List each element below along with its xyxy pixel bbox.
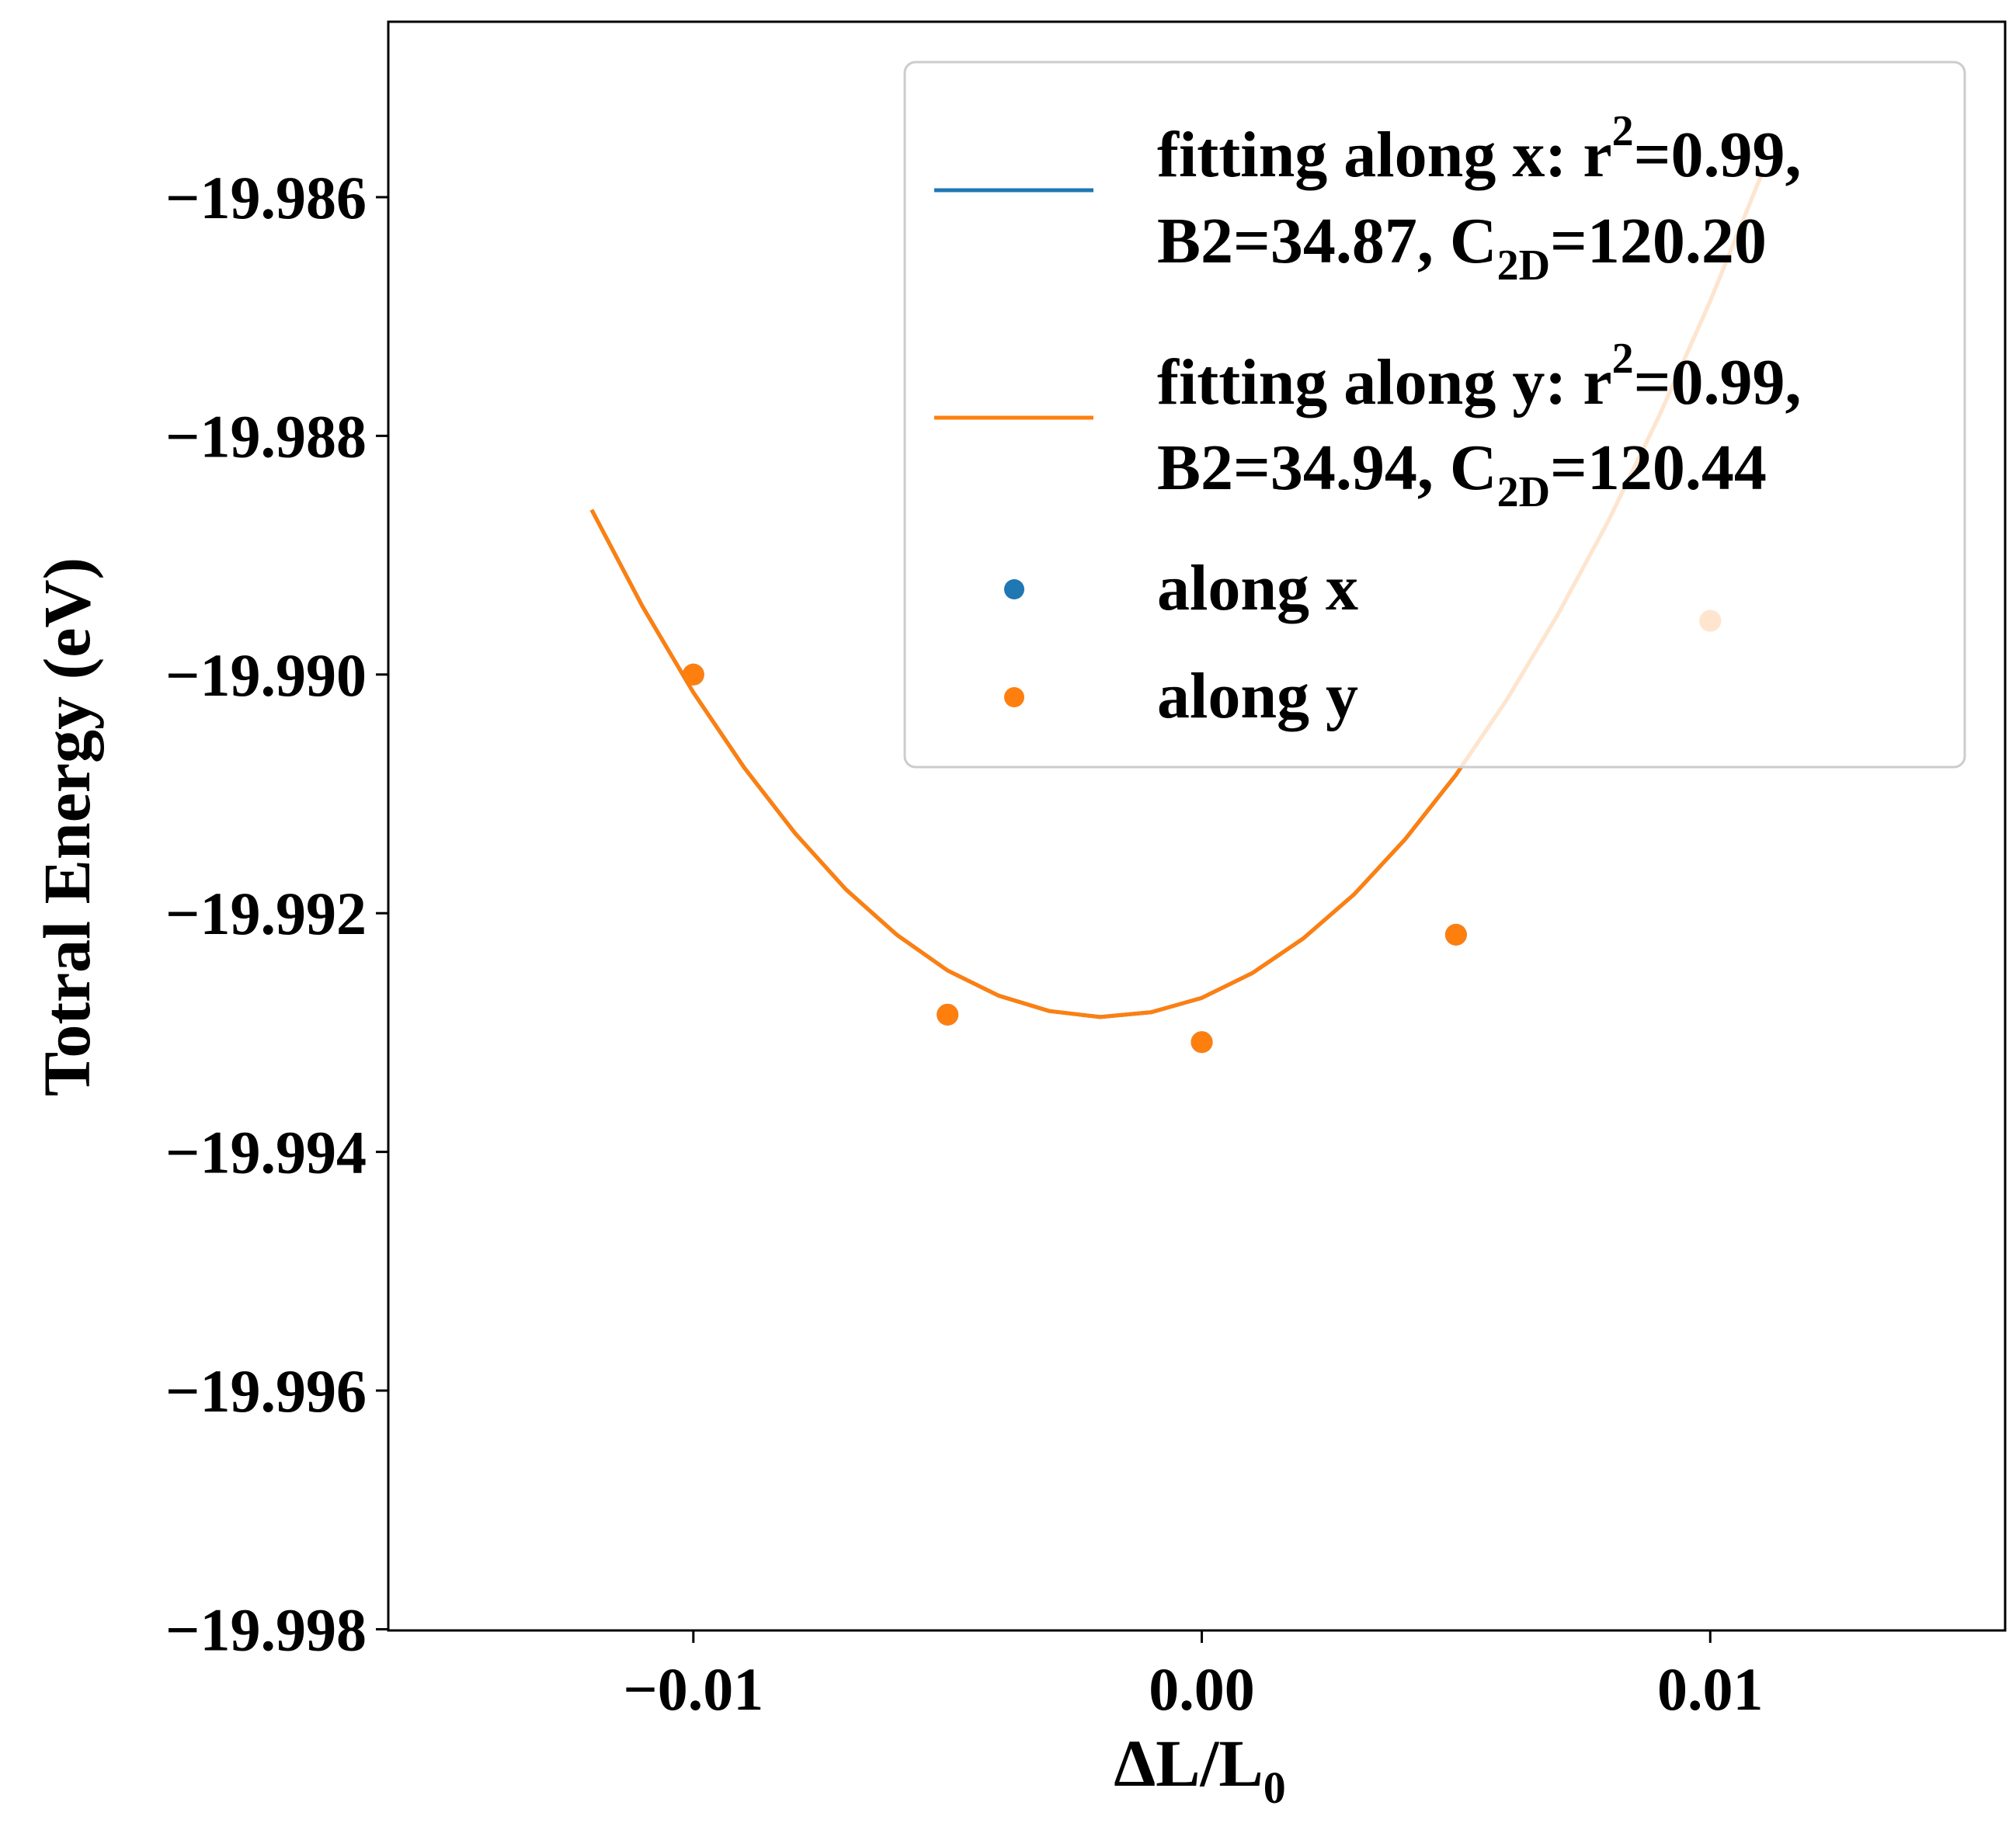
legend-box	[903, 61, 1966, 769]
legend-label-along-x: along x	[1157, 552, 1358, 624]
y-tick-label: −19.998	[165, 1596, 367, 1663]
legend-marker-along-y	[1004, 687, 1024, 707]
x-axis-title-subscript: 0	[1263, 1762, 1286, 1813]
plot-frame	[387, 20, 2007, 1632]
x-axis-title-main: ΔL/L	[1114, 1726, 1263, 1800]
legend-label-along-y: along y	[1157, 660, 1358, 732]
y-axis-ticks: −19.986 −19.988 −19.990 −19.992 −19.994 −19.9…	[165, 164, 388, 1663]
y-tick-label: −19.994	[165, 1119, 367, 1186]
y-axis-title: Totral Energy (eV)	[30, 557, 104, 1096]
legend-label-fit-x-line2: B2=34.87, C2D=120.20	[1157, 205, 1767, 290]
x-tick-label: 0.01	[1657, 1655, 1764, 1723]
y-tick-label: −19.988	[165, 402, 367, 470]
legend: fitting along x: r2=0.99, B2=34.87, C2D=…	[903, 61, 1966, 769]
legend-label-fit-y-line1: fitting along y: r2=0.99,	[1157, 335, 1802, 418]
data-point-along-y	[1444, 923, 1467, 946]
legend-label-fit-x-line1: fitting along x: r2=0.99,	[1157, 107, 1802, 191]
data-point-along-y	[937, 1003, 959, 1026]
legend-label-fit-y-line2: B2=34.94, C2D=120.44	[1157, 432, 1767, 516]
y-tick-label: −19.986	[165, 164, 367, 231]
x-tick-label: −0.01	[623, 1655, 763, 1723]
y-tick-label: −19.990	[165, 641, 367, 709]
x-tick-label: 0.00	[1149, 1655, 1255, 1723]
x-axis-title: ΔL/L0	[1114, 1726, 1286, 1813]
legend-marker-along-x	[1004, 579, 1024, 599]
data-point-along-y	[1190, 1031, 1213, 1054]
y-tick-label: −19.996	[165, 1357, 367, 1425]
data-point-along-y	[682, 663, 704, 686]
x-axis-ticks: −0.01 0.00 0.01	[623, 1630, 1764, 1723]
y-tick-label: −19.992	[165, 880, 367, 947]
